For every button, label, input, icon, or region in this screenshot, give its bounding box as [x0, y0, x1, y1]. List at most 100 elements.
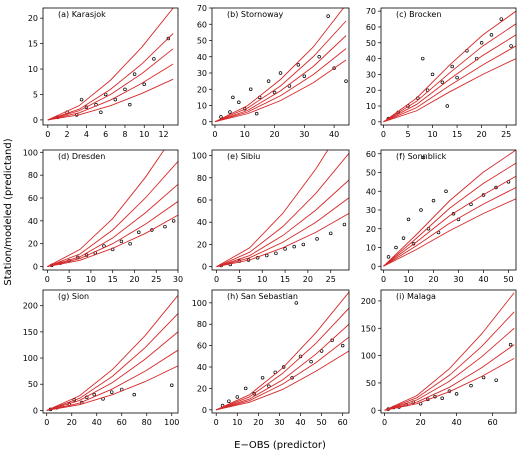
- data-point: [509, 44, 513, 48]
- y-tick-label: 200: [361, 297, 376, 306]
- data-point: [166, 36, 171, 41]
- x-tick-label: 15: [280, 275, 290, 284]
- quantile-curve: [47, 48, 174, 121]
- x-tick-label: 10: [257, 275, 267, 284]
- data-point: [421, 155, 426, 160]
- data-point: [132, 72, 137, 76]
- y-tick-label: 200: [23, 302, 38, 311]
- data-point: [92, 392, 96, 397]
- data-point: [171, 219, 176, 223]
- y-tick-label: 30: [366, 206, 376, 215]
- data-point: [302, 74, 307, 78]
- x-tick-label: 5: [405, 130, 410, 139]
- data-point: [219, 115, 223, 119]
- quantile-curve: [216, 212, 349, 268]
- quantile-curve: [47, 78, 174, 121]
- data-point: [292, 244, 296, 249]
- data-point: [79, 97, 84, 102]
- y-tick-label: 40: [197, 53, 207, 62]
- y-tick-label: 150: [361, 324, 376, 333]
- data-point: [401, 236, 406, 240]
- quantile-curve: [46, 365, 178, 411]
- data-point: [132, 392, 137, 397]
- plot-frame: [42, 7, 179, 126]
- panel-title: (c) Brocken: [396, 10, 441, 19]
- quantile-curve: [47, 214, 178, 268]
- data-point: [163, 224, 167, 229]
- y-tick-label: 100: [361, 352, 376, 361]
- data-point: [227, 399, 231, 403]
- y-tick-label: 20: [28, 240, 38, 249]
- x-tick-label: 0: [45, 275, 50, 284]
- y-tick-label: 0: [33, 263, 38, 272]
- plot-area: [47, 150, 178, 268]
- x-tick-label: 0: [44, 418, 49, 427]
- data-point: [494, 378, 498, 382]
- x-tick-label: 40: [478, 275, 488, 284]
- data-point: [281, 365, 286, 369]
- data-point: [479, 41, 484, 45]
- x-tick-label: 10: [139, 130, 149, 139]
- y-tick-label: 80: [197, 174, 207, 183]
- data-point: [445, 104, 450, 108]
- y-tick-label: 150: [23, 328, 38, 337]
- data-point: [142, 82, 147, 87]
- data-point: [152, 57, 156, 61]
- data-point: [109, 390, 114, 394]
- x-tick-label: 50: [317, 418, 327, 427]
- x-tick-label: 15: [108, 275, 118, 284]
- quantile-curve: [383, 58, 516, 123]
- plot-area: [383, 150, 516, 267]
- quantile-curve: [47, 201, 178, 268]
- data-point: [274, 251, 278, 256]
- quantile-curve: [383, 198, 516, 267]
- panel: (h) San Sebastian 0 10 20 30 40 50 60 0 20 40 60 80 1…: [192, 289, 350, 427]
- data-point: [317, 54, 321, 59]
- plot-area: [46, 294, 178, 412]
- x-tick-label: 6: [103, 130, 108, 139]
- x-tick-label: 15: [452, 130, 462, 139]
- x-tick-label: 30: [299, 130, 309, 139]
- data-point: [301, 242, 306, 247]
- x-tick-label: 20: [253, 418, 263, 427]
- quantile-curve: [214, 59, 347, 123]
- x-tick-label: 5: [67, 275, 72, 284]
- quantile-curve: [46, 331, 178, 411]
- x-tick-label: 40: [92, 418, 102, 427]
- data-point: [440, 396, 444, 400]
- data-point: [332, 66, 336, 70]
- quantile-curve: [216, 336, 349, 411]
- panel-title: (f) Sonnblick: [396, 152, 447, 161]
- data-point: [419, 208, 423, 212]
- quantile-curve: [216, 307, 349, 411]
- x-tick-label: 12: [158, 130, 168, 139]
- y-tick-label: 40: [197, 363, 207, 372]
- quantile-curve: [384, 344, 515, 411]
- data-point: [128, 102, 132, 107]
- data-point: [309, 359, 313, 364]
- x-tick-label: 25: [501, 130, 511, 139]
- data-point: [128, 241, 132, 246]
- y-tick-label: 60: [197, 20, 207, 29]
- data-point: [386, 255, 391, 259]
- plot-frame: [42, 289, 179, 414]
- y-tick-label: 0: [202, 406, 207, 415]
- data-point: [444, 189, 448, 194]
- y-tick-label: 10: [366, 102, 376, 111]
- panel: (f) Sonnblick 0 10 20 30 40 50 0 10 20 30 40 50 60: [366, 149, 517, 284]
- panel: (i) Malaga 0 20 40 60 0 50 100 150 200: [361, 289, 517, 427]
- x-tick-label: 60: [338, 418, 348, 427]
- x-tick-label: 10: [86, 275, 96, 284]
- data-point: [235, 395, 240, 399]
- data-point: [254, 111, 259, 116]
- quantile-curve: [47, 8, 174, 121]
- data-point: [469, 202, 473, 207]
- quantile-curve: [384, 357, 515, 411]
- y-tick-label: 80: [28, 171, 38, 180]
- x-tick-label: 100: [164, 418, 179, 427]
- plot-frame: [211, 149, 350, 271]
- x-tick-label: 20: [67, 418, 77, 427]
- quantile-curve: [384, 327, 515, 411]
- data-point: [411, 242, 416, 246]
- y-tick-label: 50: [366, 379, 376, 388]
